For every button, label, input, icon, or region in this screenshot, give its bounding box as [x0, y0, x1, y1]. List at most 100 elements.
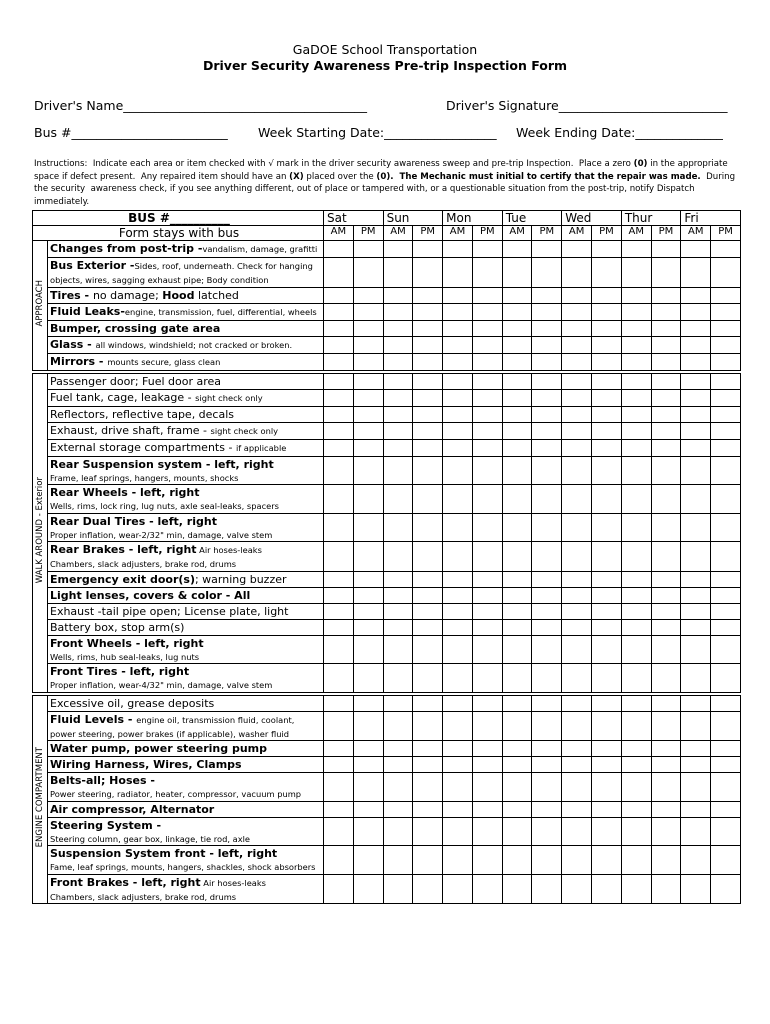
- check-box[interactable]: [442, 484, 473, 514]
- check-box[interactable]: [710, 484, 741, 514]
- check-box[interactable]: [382, 800, 414, 818]
- check-box[interactable]: [412, 541, 444, 572]
- check-box[interactable]: [650, 772, 682, 802]
- check-box[interactable]: [501, 240, 533, 258]
- check-box[interactable]: [323, 257, 354, 288]
- check-box[interactable]: [382, 388, 414, 407]
- check-box[interactable]: [352, 240, 384, 258]
- check-box[interactable]: [680, 756, 712, 773]
- check-box[interactable]: [591, 816, 622, 846]
- check-box[interactable]: [650, 388, 682, 407]
- check-box[interactable]: [680, 663, 712, 694]
- check-box[interactable]: [382, 369, 414, 390]
- check-box[interactable]: [412, 634, 444, 664]
- check-box[interactable]: [561, 302, 593, 321]
- check-box[interactable]: [650, 710, 682, 741]
- check-box[interactable]: [323, 800, 354, 818]
- check-box[interactable]: [471, 586, 503, 604]
- check-box[interactable]: [710, 388, 741, 407]
- check-box[interactable]: [323, 240, 354, 258]
- check-box[interactable]: [471, 455, 503, 485]
- check-box[interactable]: [352, 369, 384, 390]
- check-box[interactable]: [531, 405, 563, 423]
- check-box[interactable]: [680, 570, 712, 588]
- check-box[interactable]: [650, 319, 682, 337]
- check-box[interactable]: [650, 663, 682, 694]
- check-box[interactable]: [680, 302, 712, 321]
- check-box[interactable]: [591, 240, 622, 258]
- check-box[interactable]: [531, 257, 563, 288]
- check-box[interactable]: [650, 800, 682, 818]
- check-box[interactable]: [531, 634, 563, 664]
- check-box[interactable]: [471, 800, 503, 818]
- check-box[interactable]: [442, 845, 473, 875]
- check-box[interactable]: [710, 740, 741, 757]
- check-box[interactable]: [650, 455, 682, 485]
- check-box[interactable]: [650, 512, 682, 542]
- check-box[interactable]: [561, 845, 593, 875]
- check-box[interactable]: [680, 772, 712, 802]
- check-box[interactable]: [412, 873, 444, 904]
- check-box[interactable]: [501, 484, 533, 514]
- check-box[interactable]: [620, 602, 652, 620]
- check-box[interactable]: [591, 512, 622, 542]
- check-box[interactable]: [531, 663, 563, 694]
- check-box[interactable]: [323, 663, 354, 694]
- check-box[interactable]: [442, 388, 473, 407]
- check-box[interactable]: [501, 602, 533, 620]
- check-box[interactable]: [531, 756, 563, 773]
- check-box[interactable]: [620, 421, 652, 440]
- check-box[interactable]: [710, 845, 741, 875]
- check-box[interactable]: [412, 602, 444, 620]
- check-box[interactable]: [352, 405, 384, 423]
- check-box[interactable]: [382, 352, 414, 372]
- check-box[interactable]: [680, 455, 712, 485]
- check-box[interactable]: [382, 586, 414, 604]
- check-box[interactable]: [620, 388, 652, 407]
- check-box[interactable]: [591, 873, 622, 904]
- check-box[interactable]: [501, 772, 533, 802]
- check-box[interactable]: [442, 335, 473, 354]
- check-box[interactable]: [382, 740, 414, 757]
- check-box[interactable]: [591, 302, 622, 321]
- check-box[interactable]: [501, 257, 533, 288]
- check-box[interactable]: [531, 602, 563, 620]
- check-box[interactable]: [650, 691, 682, 712]
- check-box[interactable]: [323, 286, 354, 304]
- check-box[interactable]: [531, 816, 563, 846]
- check-box[interactable]: [650, 816, 682, 846]
- check-box[interactable]: [561, 756, 593, 773]
- check-box[interactable]: [531, 240, 563, 258]
- check-box[interactable]: [471, 302, 503, 321]
- check-box[interactable]: [352, 816, 384, 846]
- check-box[interactable]: [620, 541, 652, 572]
- check-box[interactable]: [382, 756, 414, 773]
- check-box[interactable]: [531, 388, 563, 407]
- check-box[interactable]: [650, 634, 682, 664]
- check-box[interactable]: [323, 691, 354, 712]
- check-box[interactable]: [620, 257, 652, 288]
- check-box[interactable]: [561, 388, 593, 407]
- check-box[interactable]: [650, 570, 682, 588]
- check-box[interactable]: [561, 740, 593, 757]
- check-box[interactable]: [650, 405, 682, 423]
- check-box[interactable]: [501, 421, 533, 440]
- check-box[interactable]: [531, 455, 563, 485]
- check-box[interactable]: [323, 421, 354, 440]
- check-box[interactable]: [650, 484, 682, 514]
- check-box[interactable]: [561, 800, 593, 818]
- check-box[interactable]: [531, 710, 563, 741]
- check-box[interactable]: [352, 541, 384, 572]
- check-box[interactable]: [591, 772, 622, 802]
- check-box[interactable]: [620, 691, 652, 712]
- check-box[interactable]: [531, 352, 563, 372]
- check-box[interactable]: [710, 352, 741, 372]
- check-box[interactable]: [561, 352, 593, 372]
- check-box[interactable]: [412, 570, 444, 588]
- check-box[interactable]: [591, 586, 622, 604]
- check-box[interactable]: [471, 352, 503, 372]
- check-box[interactable]: [710, 586, 741, 604]
- check-box[interactable]: [412, 369, 444, 390]
- check-box[interactable]: [620, 286, 652, 304]
- check-box[interactable]: [561, 257, 593, 288]
